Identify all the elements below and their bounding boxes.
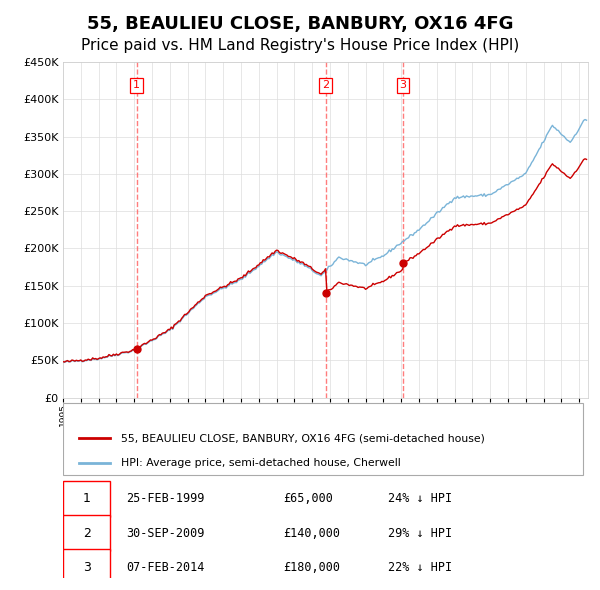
Text: HPI: Average price, semi-detached house, Cherwell: HPI: Average price, semi-detached house,… xyxy=(121,458,401,468)
Text: 55, BEAULIEU CLOSE, BANBURY, OX16 4FG: 55, BEAULIEU CLOSE, BANBURY, OX16 4FG xyxy=(87,15,513,33)
Text: 07-FEB-2014: 07-FEB-2014 xyxy=(126,561,205,574)
Text: 2: 2 xyxy=(322,80,329,90)
Text: 1: 1 xyxy=(133,80,140,90)
Text: 24% ↓ HPI: 24% ↓ HPI xyxy=(389,492,452,505)
Text: 55, BEAULIEU CLOSE, BANBURY, OX16 4FG (semi-detached house): 55, BEAULIEU CLOSE, BANBURY, OX16 4FG (s… xyxy=(121,433,485,443)
Text: 25-FEB-1999: 25-FEB-1999 xyxy=(126,492,205,505)
Text: 1: 1 xyxy=(83,492,91,505)
Text: 29% ↓ HPI: 29% ↓ HPI xyxy=(389,526,452,539)
FancyBboxPatch shape xyxy=(63,549,110,585)
Text: 22% ↓ HPI: 22% ↓ HPI xyxy=(389,561,452,574)
Text: £180,000: £180,000 xyxy=(284,561,341,574)
FancyBboxPatch shape xyxy=(63,481,110,517)
Text: 3: 3 xyxy=(400,80,406,90)
Text: 3: 3 xyxy=(83,561,91,574)
FancyBboxPatch shape xyxy=(63,515,110,551)
Text: Price paid vs. HM Land Registry's House Price Index (HPI): Price paid vs. HM Land Registry's House … xyxy=(81,38,519,53)
Text: 30-SEP-2009: 30-SEP-2009 xyxy=(126,526,205,539)
Text: £140,000: £140,000 xyxy=(284,526,341,539)
FancyBboxPatch shape xyxy=(63,403,583,475)
Text: £65,000: £65,000 xyxy=(284,492,334,505)
Text: 2: 2 xyxy=(83,526,91,539)
